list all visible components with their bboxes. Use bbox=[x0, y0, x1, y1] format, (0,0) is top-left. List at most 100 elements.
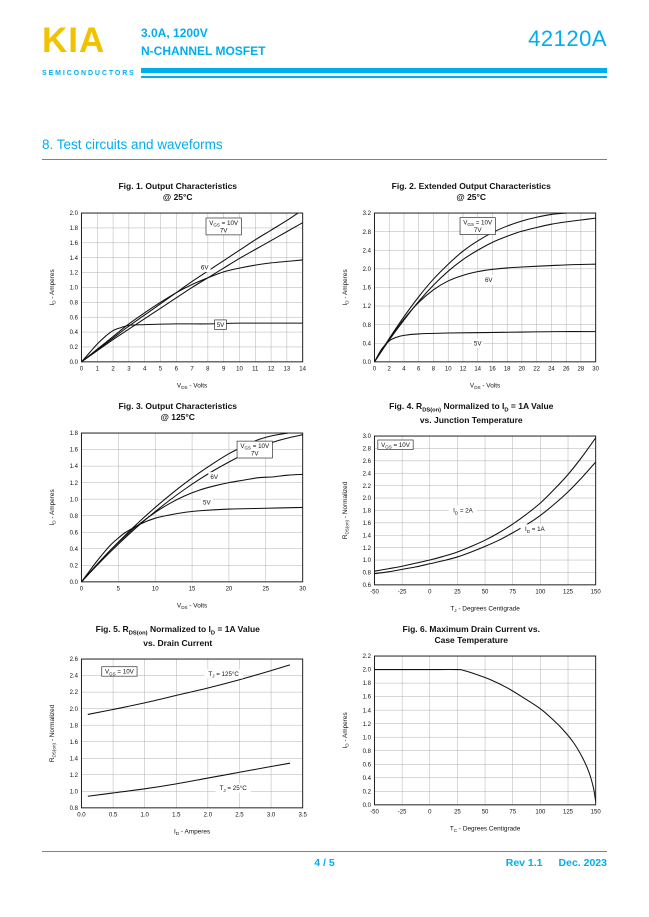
svg-text:0.8: 0.8 bbox=[69, 806, 78, 812]
figure-2-title: Fig. 2. Extended Output Characteristics … bbox=[336, 181, 608, 204]
svg-text:0.2: 0.2 bbox=[363, 789, 372, 795]
svg-text:25: 25 bbox=[454, 809, 461, 815]
svg-text:1.4: 1.4 bbox=[363, 533, 372, 539]
svg-text:0: 0 bbox=[80, 366, 84, 372]
figure-1-title-line1: Fig. 1. Output Characteristics bbox=[118, 181, 238, 191]
svg-text:14: 14 bbox=[475, 366, 482, 372]
svg-text:30: 30 bbox=[299, 586, 306, 592]
svg-text:2: 2 bbox=[388, 366, 392, 372]
figure-3-title-line1: Fig. 3. Output Characteristics bbox=[118, 400, 238, 411]
svg-text:2.4: 2.4 bbox=[69, 674, 78, 680]
page-number: 4 / 5 bbox=[314, 857, 335, 869]
svg-text:1.0: 1.0 bbox=[69, 789, 78, 795]
svg-text:VDS - Volts: VDS - Volts bbox=[177, 382, 207, 390]
svg-text:10: 10 bbox=[236, 366, 243, 372]
svg-text:2: 2 bbox=[111, 366, 115, 372]
svg-text:7V: 7V bbox=[474, 227, 482, 234]
svg-text:ID = 2A: ID = 2A bbox=[453, 507, 474, 515]
svg-text:1.2: 1.2 bbox=[363, 304, 372, 310]
svg-text:50: 50 bbox=[482, 809, 489, 815]
svg-text:9: 9 bbox=[222, 366, 226, 372]
figure-5-title-line2: vs. Drain Current bbox=[143, 638, 213, 649]
svg-text:0.4: 0.4 bbox=[69, 547, 78, 553]
device-spec-block: 3.0A, 1200V N-CHANNEL MOSFET bbox=[141, 26, 265, 58]
svg-text:2.2: 2.2 bbox=[69, 690, 78, 696]
svg-text:0.6: 0.6 bbox=[69, 530, 78, 536]
figure-5-title: Fig. 5. RDS(on) Normalized to ID = 1A Va… bbox=[42, 624, 314, 650]
svg-text:1.4: 1.4 bbox=[69, 756, 78, 762]
svg-text:-25: -25 bbox=[398, 809, 407, 815]
figures-grid: Fig. 1. Output Characteristics @ 25°C 0 1… bbox=[42, 181, 607, 838]
svg-text:ID - Amperes: ID - Amperes bbox=[49, 489, 57, 525]
svg-text:0.2: 0.2 bbox=[69, 345, 78, 351]
svg-text:ID - Amperes: ID - Amperes bbox=[49, 269, 57, 305]
svg-text:1.8: 1.8 bbox=[69, 226, 78, 232]
svg-text:3.2: 3.2 bbox=[363, 211, 372, 217]
chart-fig1-output-characteristics-25c: 0 1 2 3 4 5 6 7 8 9 10 11 12 13 140.00.20.40.60.81.01.… bbox=[49, 211, 307, 390]
svg-text:5: 5 bbox=[116, 586, 120, 592]
svg-text:2.5: 2.5 bbox=[235, 812, 244, 818]
svg-text:TJ = 125°C: TJ = 125°C bbox=[208, 671, 239, 679]
svg-text:1.4: 1.4 bbox=[69, 464, 78, 470]
svg-text:1.6: 1.6 bbox=[69, 241, 78, 247]
chart-fig6-max-drain-current-vs-case-temperature: -50 -25 0 25 50 75 100 125 150 0.0 0.2 0.4 0.6 0.8 1.0… bbox=[342, 654, 602, 833]
header-rule-thick bbox=[141, 68, 607, 73]
svg-text:1.0: 1.0 bbox=[69, 285, 78, 291]
svg-text:VGS = 10V: VGS = 10V bbox=[464, 219, 494, 227]
svg-text:1.4: 1.4 bbox=[363, 708, 372, 714]
svg-text:75: 75 bbox=[510, 809, 517, 815]
svg-text:28: 28 bbox=[578, 366, 585, 372]
svg-text:2.0: 2.0 bbox=[69, 707, 78, 713]
svg-text:2.0: 2.0 bbox=[363, 496, 372, 502]
svg-text:1.6: 1.6 bbox=[363, 695, 372, 701]
svg-text:0: 0 bbox=[428, 809, 432, 815]
svg-text:0.0: 0.0 bbox=[69, 360, 78, 366]
svg-text:50: 50 bbox=[482, 589, 489, 595]
svg-text:1: 1 bbox=[95, 366, 99, 372]
svg-text:22: 22 bbox=[534, 366, 541, 372]
chart-fig4-rdson-vs-junction-temperature: -50 -25 0 25 50 75 100 125 150 0.6 0.8 1.0 1.2 1.4 1.6… bbox=[342, 434, 602, 613]
svg-text:ID = 1A: ID = 1A bbox=[525, 526, 546, 534]
spec-row: 3.0A, 1200V N-CHANNEL MOSFET 42120A bbox=[141, 26, 607, 58]
svg-text:150: 150 bbox=[591, 589, 602, 595]
figure-4-title-line2: vs. Junction Temperature bbox=[419, 415, 523, 426]
svg-text:0.6: 0.6 bbox=[363, 583, 372, 589]
svg-text:0.0: 0.0 bbox=[69, 580, 78, 586]
svg-text:125: 125 bbox=[563, 589, 574, 595]
svg-text:0.4: 0.4 bbox=[363, 341, 372, 347]
svg-text:5V: 5V bbox=[474, 340, 482, 347]
svg-text:150: 150 bbox=[591, 809, 602, 815]
svg-text:2.2: 2.2 bbox=[363, 654, 372, 660]
figure-6-title-line2: Case Temperature bbox=[434, 635, 509, 646]
svg-text:12: 12 bbox=[460, 366, 467, 372]
svg-text:1.8: 1.8 bbox=[363, 508, 372, 514]
svg-text:3: 3 bbox=[127, 366, 131, 372]
device-rating: 3.0A, 1200V bbox=[141, 26, 208, 40]
logo-subtitle: SEMICONDUCTORS bbox=[42, 70, 136, 78]
svg-text:1.0: 1.0 bbox=[140, 812, 149, 818]
svg-text:14: 14 bbox=[299, 366, 306, 372]
figure-1-title-line2: @ 25°C bbox=[162, 192, 193, 203]
svg-text:1.0: 1.0 bbox=[363, 735, 372, 741]
svg-text:7: 7 bbox=[190, 366, 194, 372]
svg-text:RDS(on) - Normalized: RDS(on) - Normalized bbox=[49, 704, 57, 762]
kia-logo: KIA bbox=[42, 21, 106, 60]
revision-date: Dec. 2023 bbox=[558, 857, 607, 869]
svg-text:0.2: 0.2 bbox=[69, 563, 78, 569]
figure-1: Fig. 1. Output Characteristics @ 25°C 0 1… bbox=[42, 181, 314, 392]
svg-text:8: 8 bbox=[206, 366, 210, 372]
section-title: 8. Test circuits and waveforms bbox=[42, 137, 607, 160]
figure-4-title-line1: Fig. 4. RDS(on) Normalized to ID = 1A Va… bbox=[389, 400, 554, 414]
svg-text:2.4: 2.4 bbox=[363, 248, 372, 254]
svg-text:125: 125 bbox=[563, 809, 574, 815]
svg-text:1.5: 1.5 bbox=[172, 812, 181, 818]
svg-text:4: 4 bbox=[143, 366, 147, 372]
svg-text:0.0: 0.0 bbox=[363, 803, 372, 809]
svg-text:100: 100 bbox=[536, 589, 547, 595]
svg-text:0.0: 0.0 bbox=[363, 360, 372, 366]
svg-text:3.0: 3.0 bbox=[363, 434, 372, 440]
svg-text:VGS = 10V: VGS = 10V bbox=[209, 220, 239, 228]
svg-text:1.6: 1.6 bbox=[69, 448, 78, 454]
svg-text:0: 0 bbox=[428, 589, 432, 595]
svg-text:2.6: 2.6 bbox=[363, 459, 372, 465]
